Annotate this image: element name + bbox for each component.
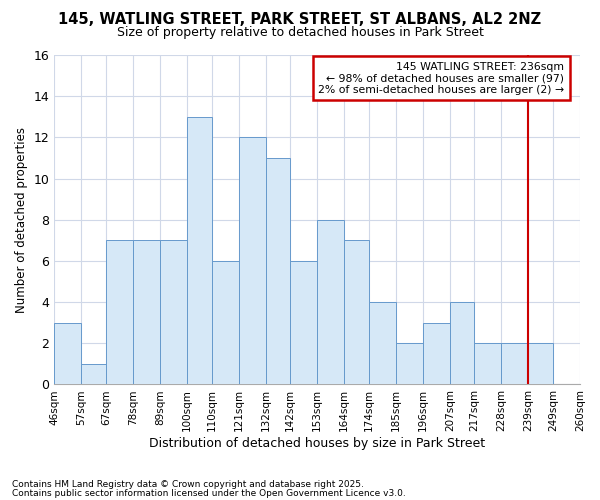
Bar: [450, 302, 475, 384]
Bar: [290, 261, 317, 384]
Bar: [317, 220, 344, 384]
Bar: [106, 240, 133, 384]
Bar: [396, 344, 423, 384]
Bar: [529, 344, 553, 384]
Bar: [239, 138, 266, 384]
Bar: [187, 117, 212, 384]
Bar: [369, 302, 396, 384]
Bar: [502, 344, 529, 384]
Bar: [344, 240, 369, 384]
Bar: [82, 364, 106, 384]
Text: Contains public sector information licensed under the Open Government Licence v3: Contains public sector information licen…: [12, 490, 406, 498]
Bar: [133, 240, 160, 384]
Bar: [475, 344, 502, 384]
Text: Contains HM Land Registry data © Crown copyright and database right 2025.: Contains HM Land Registry data © Crown c…: [12, 480, 364, 489]
Bar: [266, 158, 290, 384]
Bar: [423, 322, 450, 384]
Bar: [160, 240, 187, 384]
Text: Size of property relative to detached houses in Park Street: Size of property relative to detached ho…: [116, 26, 484, 39]
Bar: [54, 322, 82, 384]
Y-axis label: Number of detached properties: Number of detached properties: [15, 126, 28, 312]
Bar: [212, 261, 239, 384]
Text: 145 WATLING STREET: 236sqm
← 98% of detached houses are smaller (97)
2% of semi-: 145 WATLING STREET: 236sqm ← 98% of deta…: [318, 62, 564, 95]
X-axis label: Distribution of detached houses by size in Park Street: Distribution of detached houses by size …: [149, 437, 485, 450]
Text: 145, WATLING STREET, PARK STREET, ST ALBANS, AL2 2NZ: 145, WATLING STREET, PARK STREET, ST ALB…: [58, 12, 542, 28]
